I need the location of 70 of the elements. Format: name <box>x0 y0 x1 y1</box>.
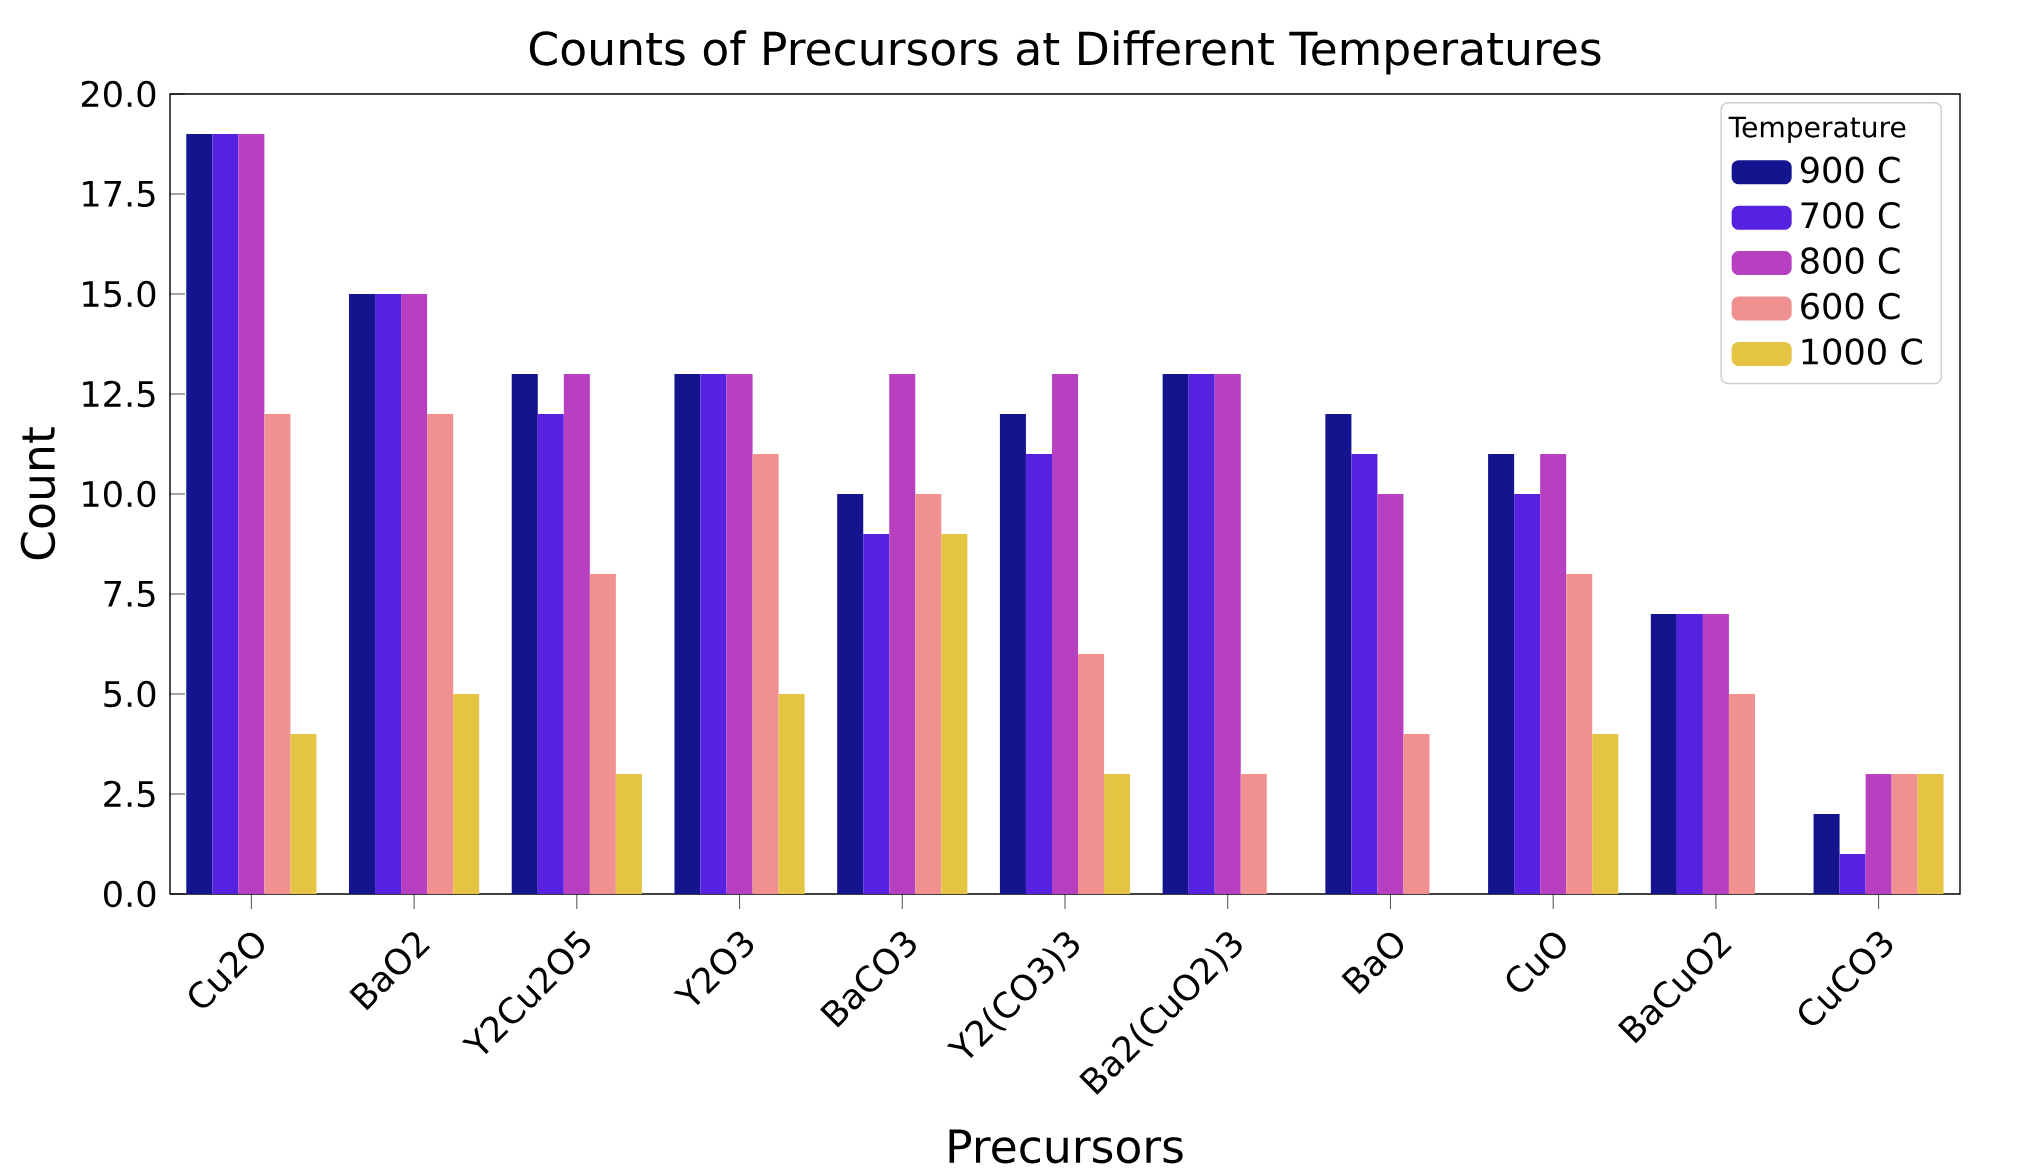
bar <box>1540 453 1567 894</box>
bar <box>700 373 727 894</box>
bar <box>264 414 291 894</box>
bar <box>1650 613 1677 894</box>
legend-label: 900 C <box>1800 156 1900 184</box>
bar <box>427 414 454 894</box>
bar <box>1566 573 1593 894</box>
y-tick-label: 12.5 <box>83 380 155 408</box>
y-axis-title: Count <box>20 427 56 560</box>
bar <box>999 414 1026 894</box>
y-tick-label: 20.0 <box>81 80 156 108</box>
bar <box>1051 373 1079 894</box>
bar <box>589 573 616 894</box>
bar <box>537 414 564 894</box>
bar <box>1025 453 1052 894</box>
bar <box>1728 693 1755 894</box>
y-tick-label: 10.0 <box>83 480 156 508</box>
bar <box>1592 733 1619 894</box>
bar <box>674 373 701 894</box>
bar <box>1514 493 1541 894</box>
bar <box>915 493 942 894</box>
bar <box>563 373 590 894</box>
bar <box>941 534 968 894</box>
bar <box>186 134 213 894</box>
bar <box>238 134 265 894</box>
legend-label: 700 C <box>1801 201 1900 229</box>
bar <box>1325 414 1352 894</box>
bar <box>1104 773 1131 894</box>
y-tick-label: 0.0 <box>104 880 156 908</box>
x-axis-title: Precursors <box>949 1129 1183 1164</box>
y-tick-label: 17.5 <box>83 180 155 208</box>
bar <box>615 773 642 894</box>
bar <box>1188 373 1215 894</box>
bar <box>511 373 538 894</box>
bar <box>1240 773 1267 894</box>
y-tick-label: 7.5 <box>104 580 155 608</box>
bar <box>863 534 890 894</box>
bar <box>1891 773 1918 894</box>
y-tick-label: 15.0 <box>83 280 156 308</box>
bar <box>726 373 753 894</box>
bar <box>1162 373 1189 894</box>
bar <box>212 134 239 894</box>
bar <box>375 293 402 894</box>
bar <box>290 733 317 894</box>
bar <box>401 293 428 894</box>
legend-label: 1000 C <box>1802 338 1922 365</box>
bar <box>349 293 376 894</box>
legend-label: 800 C <box>1801 247 1900 274</box>
bar <box>1078 653 1105 894</box>
bar <box>1865 773 1892 894</box>
bar <box>1813 814 1840 894</box>
bar <box>1702 613 1729 894</box>
bar <box>1377 493 1404 894</box>
y-tick-label: 2.5 <box>104 780 155 808</box>
bar <box>889 373 916 894</box>
bar <box>1214 373 1241 894</box>
bar <box>1351 453 1378 894</box>
bar <box>1839 853 1866 894</box>
bar <box>453 693 480 894</box>
legend-label: 600 C <box>1801 292 1900 320</box>
bar <box>778 693 805 894</box>
bar <box>1488 453 1515 894</box>
y-tick-label: 5.0 <box>104 680 156 708</box>
bar <box>752 453 779 894</box>
bar <box>1676 613 1703 894</box>
legend-title: Temperature <box>1728 116 1906 144</box>
bar <box>1917 773 1944 894</box>
bar <box>837 493 864 894</box>
bar <box>1403 733 1430 894</box>
chart-title: Counts of Precursors at Different Temperatures <box>529 30 1601 75</box>
